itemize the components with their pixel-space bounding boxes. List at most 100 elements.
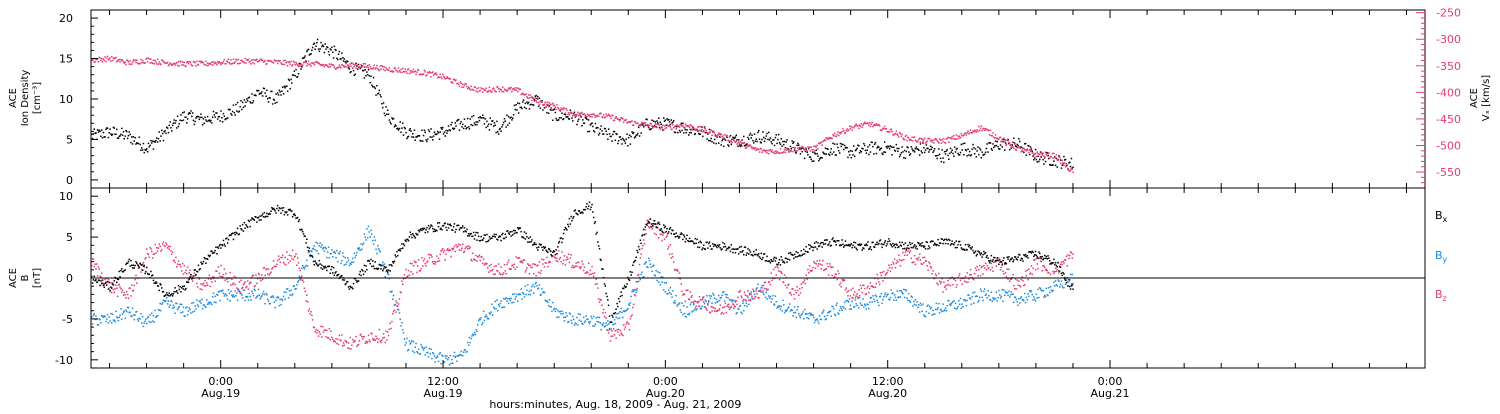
vx-points-point xyxy=(968,132,970,135)
bz-points-point xyxy=(201,288,203,291)
by-points-point xyxy=(457,355,459,357)
ion-density-points-point xyxy=(93,128,95,130)
vx-points-point xyxy=(351,62,353,64)
by-points-point xyxy=(940,309,943,312)
by-points-point xyxy=(130,315,132,317)
by-points-point xyxy=(933,313,936,315)
by-points-point xyxy=(642,276,645,278)
vx-points-point xyxy=(1025,149,1028,152)
vx-points-point xyxy=(990,134,993,137)
by-points-point xyxy=(1014,296,1016,298)
vx-points-point xyxy=(509,88,511,90)
vx-points-point xyxy=(497,88,500,90)
vx-points-point xyxy=(326,64,328,67)
bz-points-point xyxy=(789,291,792,294)
vx-points-point xyxy=(706,131,708,134)
vx-points-point xyxy=(796,150,798,152)
ion-density-points-point xyxy=(934,155,937,157)
vx-points-point xyxy=(538,103,541,106)
vx-points-point xyxy=(461,86,463,88)
ion-density-points-point xyxy=(1029,146,1032,148)
bz-points-point xyxy=(956,284,958,286)
ion-density-points-point xyxy=(224,118,226,121)
vx-points-point xyxy=(151,62,154,65)
ion-density-points-point xyxy=(617,140,620,142)
by-points-point xyxy=(769,295,772,298)
by-points-point xyxy=(670,293,672,295)
by-points-point xyxy=(910,295,913,297)
bz-points-point xyxy=(650,223,652,226)
by-points-point xyxy=(708,294,711,297)
ion-density-points-point xyxy=(641,123,643,125)
bx-points-point xyxy=(110,286,112,288)
bz-points-point xyxy=(357,343,360,346)
vx-points-point xyxy=(91,59,93,61)
by-points-point xyxy=(254,289,256,292)
ion-density-points-point xyxy=(124,135,126,137)
bz-points-point xyxy=(590,273,592,275)
bz-points-point xyxy=(377,341,379,344)
bx-points-point xyxy=(228,234,231,237)
bx-points-point xyxy=(141,269,144,271)
by-points-point xyxy=(978,299,980,302)
ion-density-points-point xyxy=(344,61,346,63)
by-points-point xyxy=(724,293,727,296)
ion-density-points-point xyxy=(960,143,963,146)
ion-density-points-point xyxy=(925,144,928,146)
vx-points-point xyxy=(890,128,893,131)
vx-points-point xyxy=(922,140,924,142)
by-points-point xyxy=(108,316,110,318)
vx-points-point xyxy=(892,134,894,136)
bz-points-point xyxy=(895,262,898,264)
ion-density-points-point xyxy=(884,151,887,153)
bz-points-point xyxy=(688,298,691,301)
bz-points xyxy=(91,218,1074,350)
bz-points-point xyxy=(362,338,364,340)
by-points-point xyxy=(321,248,324,250)
by-points-point xyxy=(574,322,577,324)
vx-points-point xyxy=(431,72,433,74)
by-points-point xyxy=(285,291,287,294)
ion-density-points-point xyxy=(672,121,674,123)
ion-density-points-point xyxy=(1054,164,1057,167)
bz-points-point xyxy=(944,285,947,287)
by-points-point xyxy=(907,299,909,302)
ion-density-points-point xyxy=(637,126,640,129)
bx-points-point xyxy=(124,269,126,271)
ion-density-points-point xyxy=(552,109,555,111)
bz-points-point xyxy=(860,287,863,289)
bz-points-point xyxy=(838,284,841,286)
ion-density-points-point xyxy=(857,144,859,146)
ion-density-points-point xyxy=(651,119,653,121)
bz-points-point xyxy=(1024,284,1026,286)
by-points-point xyxy=(950,303,953,305)
vx-points-point xyxy=(621,117,623,119)
ion-density-points-point xyxy=(804,150,807,153)
bz-points-point xyxy=(695,305,697,307)
bz-points-point xyxy=(758,297,760,299)
by-points-point xyxy=(778,305,781,307)
vx-points-point xyxy=(768,152,770,155)
vx-points-point xyxy=(367,64,369,67)
ion-density-points-point xyxy=(431,136,433,138)
by-points-point xyxy=(914,298,917,301)
vx-points-point xyxy=(417,69,420,71)
vx-points-point xyxy=(974,130,977,132)
bz-points-point xyxy=(367,341,369,343)
vx-points-point xyxy=(267,59,270,62)
bx-points-point xyxy=(293,213,296,215)
bz-points-point xyxy=(379,340,381,342)
ion-density-points-point xyxy=(230,112,232,115)
ion-density-points-point xyxy=(516,109,518,111)
by-points-point xyxy=(340,262,342,265)
ion-density-points-point xyxy=(492,125,495,127)
bz-points-point xyxy=(983,267,986,269)
by-points-point xyxy=(876,299,878,301)
by-points-point xyxy=(211,303,213,306)
bz-points-point xyxy=(370,332,372,334)
bz-points-point xyxy=(1000,266,1003,269)
by-points-point xyxy=(298,275,301,278)
by-points-point xyxy=(126,306,129,308)
bx-points-point xyxy=(147,273,150,276)
vx-points-point xyxy=(559,109,562,111)
